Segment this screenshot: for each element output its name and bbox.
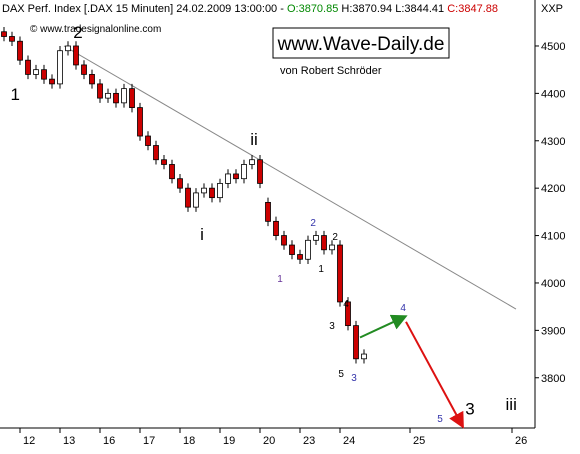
candle-body [161, 159, 167, 165]
wave-label: 5 [338, 369, 344, 380]
candle-body [361, 353, 367, 360]
y-tick-label: 4000 [541, 278, 565, 290]
candle-body [257, 159, 263, 184]
x-tick-label: 13 [63, 435, 75, 447]
author: von Robert Schröder [280, 65, 382, 77]
candle-body [129, 88, 135, 108]
candle-body [201, 187, 207, 194]
candle-body [49, 78, 55, 85]
y-tick-label: 4400 [541, 88, 565, 100]
candle-body [97, 83, 103, 99]
wave-label: 3 [329, 321, 335, 332]
x-tick-label: 20 [263, 435, 275, 447]
candle-body [329, 244, 335, 251]
y-tick-label: 4100 [541, 231, 565, 243]
candle-body [241, 164, 247, 180]
header-close: C:3847.88 [447, 3, 498, 15]
wave-label: 4 [343, 299, 349, 310]
y-tick-label: 4500 [541, 41, 565, 53]
candle-body [153, 145, 159, 161]
candle-body [41, 69, 47, 80]
wave-label: 3 [351, 373, 357, 384]
y-tick-label: 4200 [541, 183, 565, 195]
corner-label: XXP [541, 3, 563, 15]
wave-label: 2 [310, 218, 316, 229]
x-tick-label: 12 [23, 435, 35, 447]
candle-body [81, 64, 87, 75]
candle-body [9, 36, 15, 42]
candle-body [337, 244, 343, 303]
candle-body [209, 187, 215, 199]
candle-body [185, 187, 191, 208]
brand: www.Wave-Daily.de [277, 34, 445, 55]
candle-body [305, 239, 311, 260]
wave-label: 3 [465, 400, 474, 419]
wave-label: 2 [73, 23, 82, 42]
candle-body [281, 235, 287, 246]
x-tick-label: 16 [103, 435, 115, 447]
wave-label: 1 [318, 264, 324, 275]
y-tick-label: 3800 [541, 373, 565, 385]
header: DAX Perf. Index [.DAX 15 Minuten] 24.02.… [2, 3, 498, 15]
x-tick-label: 26 [515, 435, 527, 447]
candle-body [17, 40, 23, 61]
trendline [63, 45, 517, 310]
wave-label: iii [506, 395, 517, 414]
candle-body [177, 178, 183, 189]
candle-body [113, 92, 119, 104]
candle-body [1, 31, 7, 37]
x-tick-label: 18 [183, 435, 195, 447]
candle-body [249, 159, 255, 165]
candle-body [345, 301, 351, 327]
wave-label: 4 [400, 303, 406, 314]
y-tick-label: 3900 [541, 325, 565, 337]
candle-body [121, 88, 127, 104]
candle-body [353, 325, 359, 360]
candle-body [217, 183, 223, 199]
wave-label: ii [250, 130, 258, 149]
candle-body [225, 173, 231, 184]
x-tick-label: 17 [143, 435, 155, 447]
arrow [405, 321, 464, 429]
y-tick-label: 4300 [541, 136, 565, 148]
candle-body [233, 173, 239, 180]
candle-body [73, 45, 79, 66]
candle-body [313, 235, 319, 241]
candle-body [273, 220, 279, 236]
wave-label: 1 [277, 274, 283, 285]
brand-box [272, 27, 450, 59]
candle-body [137, 107, 143, 137]
candle-body [105, 92, 111, 99]
wave-label: 5 [437, 414, 443, 425]
x-tick-label: 19 [223, 435, 235, 447]
candle-body [25, 59, 31, 75]
candle-body [33, 69, 39, 75]
header-title: DAX Perf. Index [.DAX 15 Minuten] 24.02.… [2, 3, 284, 15]
wave-label: 2 [332, 232, 338, 243]
candle-body [297, 254, 303, 260]
candle-body [65, 45, 71, 52]
candle-body [169, 164, 175, 180]
wave-label: i [200, 225, 204, 244]
wave-label: 1 [10, 85, 19, 104]
candle-body [193, 192, 199, 208]
candle-body [321, 235, 327, 251]
x-tick-label: 23 [303, 435, 315, 447]
x-tick-label: 24 [343, 435, 355, 447]
candle-body [57, 50, 63, 85]
arrow [359, 314, 408, 339]
candle-body [289, 244, 295, 255]
x-tick-label: 25 [413, 435, 425, 447]
candle-body [265, 201, 271, 222]
copyright: © www.tradesignalonline.com [30, 24, 161, 35]
header-high: H:3870.94 [341, 3, 392, 15]
header-low: L:3844.41 [395, 3, 444, 15]
candle-body [145, 135, 151, 146]
header-open: O:3870.85 [287, 3, 338, 15]
candle-body [89, 74, 95, 85]
